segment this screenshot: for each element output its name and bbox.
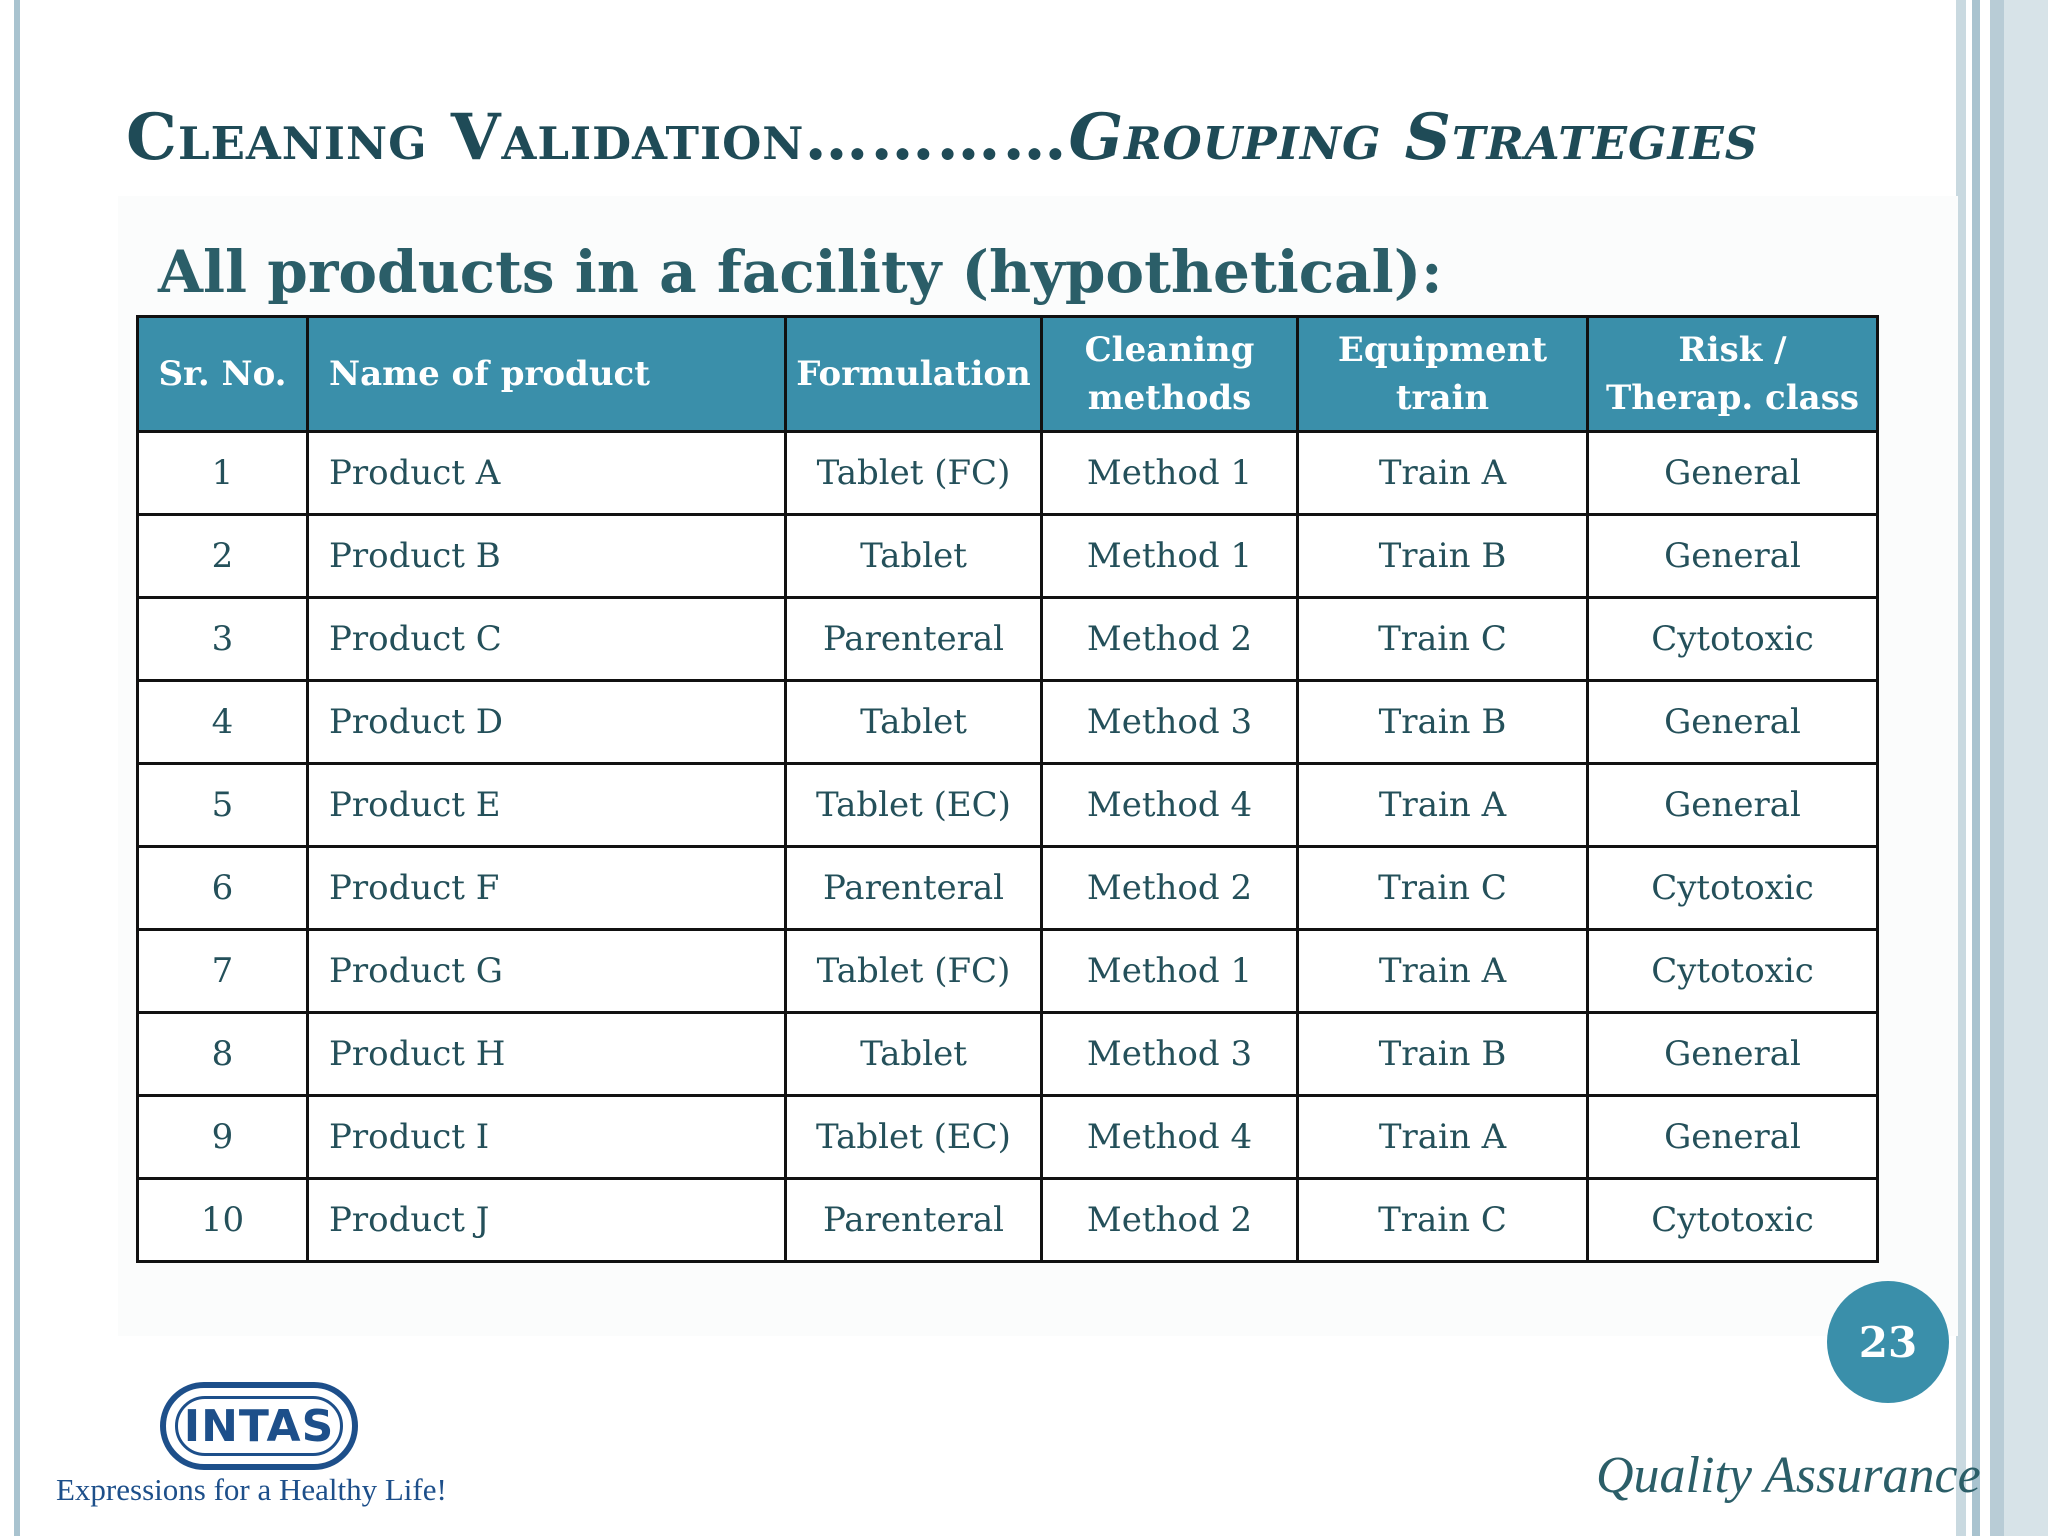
cell-cleaning-method: Method 4 — [1040, 762, 1299, 848]
cell-product-name: Product H — [306, 1011, 787, 1097]
cell-sr-no: 1 — [136, 430, 309, 516]
cell-sr-no: 10 — [136, 1177, 309, 1263]
frame-right-line — [1956, 0, 1966, 1536]
header-risk-line1: Risk / — [1678, 330, 1787, 370]
table-row: 8 Product H Tablet Method 3 Train B General — [136, 1011, 1879, 1097]
title-italic: Grouping Strategies — [1068, 100, 1759, 175]
cell-cleaning-method: Method 3 — [1040, 1011, 1299, 1097]
cell-risk-class: General — [1586, 1011, 1879, 1097]
cell-formulation: Parenteral — [784, 1177, 1043, 1263]
header-equipment-line1: Equipment — [1337, 330, 1548, 370]
cell-formulation: Tablet — [784, 513, 1043, 599]
table-row: 4 Product D Tablet Method 3 Train B General — [136, 679, 1879, 765]
cell-equipment-train: Train A — [1296, 1094, 1589, 1180]
cell-sr-no: 2 — [136, 513, 309, 599]
cell-formulation: Tablet (FC) — [784, 430, 1043, 516]
header-cleaning-methods: Cleaning methods — [1040, 315, 1299, 433]
cell-formulation: Tablet — [784, 679, 1043, 765]
header-formulation: Formulation — [784, 315, 1043, 433]
cell-cleaning-method: Method 1 — [1040, 430, 1299, 516]
header-cleaning-line1: Cleaning — [1084, 330, 1255, 370]
frame-right-border — [1986, 0, 2048, 1536]
intas-logo: INTAS — [160, 1382, 358, 1470]
table-row: 2 Product B Tablet Method 1 Train B General — [136, 513, 1879, 599]
header-risk-line2: Therap. class — [1606, 378, 1859, 418]
cell-equipment-train: Train B — [1296, 1011, 1589, 1097]
table-row: 5 Product E Tablet (EC) Method 4 Train A Gene… — [136, 762, 1879, 848]
slide-title: Cleaning Validation…………Grouping Strategi… — [126, 100, 1926, 175]
cell-product-name: Product J — [306, 1177, 787, 1263]
cell-formulation: Tablet — [784, 1011, 1043, 1097]
cell-cleaning-method: Method 1 — [1040, 928, 1299, 1014]
cell-sr-no: 7 — [136, 928, 309, 1014]
title-main: Cleaning Validation — [126, 100, 805, 175]
cell-equipment-train: Train B — [1296, 679, 1589, 765]
cell-risk-class: Cytotoxic — [1586, 596, 1879, 682]
header-risk-class: Risk / Therap. class — [1586, 315, 1879, 433]
cell-formulation: Tablet (EC) — [784, 762, 1043, 848]
table-body: 1 Product A Tablet (FC) Method 1 Train A Gene… — [136, 430, 1879, 1263]
table-row: 7 Product G Tablet (FC) Method 1 Train A Cyto… — [136, 928, 1879, 1014]
table-header-row: Sr. No. Name of product Formulation Clea… — [136, 315, 1879, 433]
cell-cleaning-method: Method 3 — [1040, 679, 1299, 765]
cell-cleaning-method: Method 2 — [1040, 1177, 1299, 1263]
page-number-badge: 23 — [1827, 1281, 1949, 1403]
table-row: 1 Product A Tablet (FC) Method 1 Train A Gene… — [136, 430, 1879, 516]
frame-right-line — [1972, 0, 1980, 1536]
cell-product-name: Product E — [306, 762, 787, 848]
cell-formulation: Parenteral — [784, 845, 1043, 931]
cell-cleaning-method: Method 2 — [1040, 596, 1299, 682]
cell-sr-no: 5 — [136, 762, 309, 848]
cell-risk-class: General — [1586, 762, 1879, 848]
cell-risk-class: General — [1586, 430, 1879, 516]
logo-text: INTAS — [175, 1396, 343, 1456]
header-sr-no: Sr. No. — [136, 315, 309, 433]
cell-equipment-train: Train C — [1296, 596, 1589, 682]
table-row: 3 Product C Parenteral Method 2 Train C Cytot… — [136, 596, 1879, 682]
cell-sr-no: 6 — [136, 845, 309, 931]
cell-equipment-train: Train A — [1296, 928, 1589, 1014]
cell-cleaning-method: Method 4 — [1040, 1094, 1299, 1180]
cell-product-name: Product C — [306, 596, 787, 682]
slide-subtitle: All products in a facility (hypothetical… — [158, 238, 1443, 306]
cell-product-name: Product F — [306, 845, 787, 931]
header-equipment-line2: train — [1395, 378, 1490, 418]
cell-sr-no: 4 — [136, 679, 309, 765]
table-row: 6 Product F Parenteral Method 2 Train C Cytot… — [136, 845, 1879, 931]
header-equipment-train: Equipment train — [1296, 315, 1589, 433]
header-name: Name of product — [306, 315, 787, 433]
cell-product-name: Product D — [306, 679, 787, 765]
cell-risk-class: Cytotoxic — [1586, 845, 1879, 931]
title-dots: ………… — [804, 100, 1069, 175]
cell-formulation: Tablet (FC) — [784, 928, 1043, 1014]
header-cleaning-line2: methods — [1087, 378, 1252, 418]
cell-product-name: Product B — [306, 513, 787, 599]
cell-equipment-train: Train A — [1296, 430, 1589, 516]
cell-risk-class: Cytotoxic — [1586, 928, 1879, 1014]
frame-left-line — [14, 0, 20, 1536]
cell-sr-no: 8 — [136, 1011, 309, 1097]
cell-sr-no: 3 — [136, 596, 309, 682]
cell-risk-class: General — [1586, 1094, 1879, 1180]
table-row: 9 Product I Tablet (EC) Method 4 Train A Gene… — [136, 1094, 1879, 1180]
cell-formulation: Tablet (EC) — [784, 1094, 1043, 1180]
cell-risk-class: General — [1586, 679, 1879, 765]
cell-risk-class: Cytotoxic — [1586, 1177, 1879, 1263]
company-tagline: Expressions for a Healthy Life! — [56, 1472, 447, 1507]
cell-equipment-train: Train C — [1296, 1177, 1589, 1263]
cell-product-name: Product G — [306, 928, 787, 1014]
cell-equipment-train: Train A — [1296, 762, 1589, 848]
cell-equipment-train: Train B — [1296, 513, 1589, 599]
cell-sr-no: 9 — [136, 1094, 309, 1180]
cell-product-name: Product I — [306, 1094, 787, 1180]
products-table: Sr. No. Name of product Formulation Clea… — [136, 315, 1879, 1263]
cell-formulation: Parenteral — [784, 596, 1043, 682]
footer-quality-assurance: Quality Assurance — [1596, 1447, 1981, 1504]
cell-cleaning-method: Method 1 — [1040, 513, 1299, 599]
cell-cleaning-method: Method 2 — [1040, 845, 1299, 931]
cell-risk-class: General — [1586, 513, 1879, 599]
cell-product-name: Product A — [306, 430, 787, 516]
table-row: 10 Product J Parenteral Method 2 Train C Cyto… — [136, 1177, 1879, 1263]
cell-equipment-train: Train C — [1296, 845, 1589, 931]
